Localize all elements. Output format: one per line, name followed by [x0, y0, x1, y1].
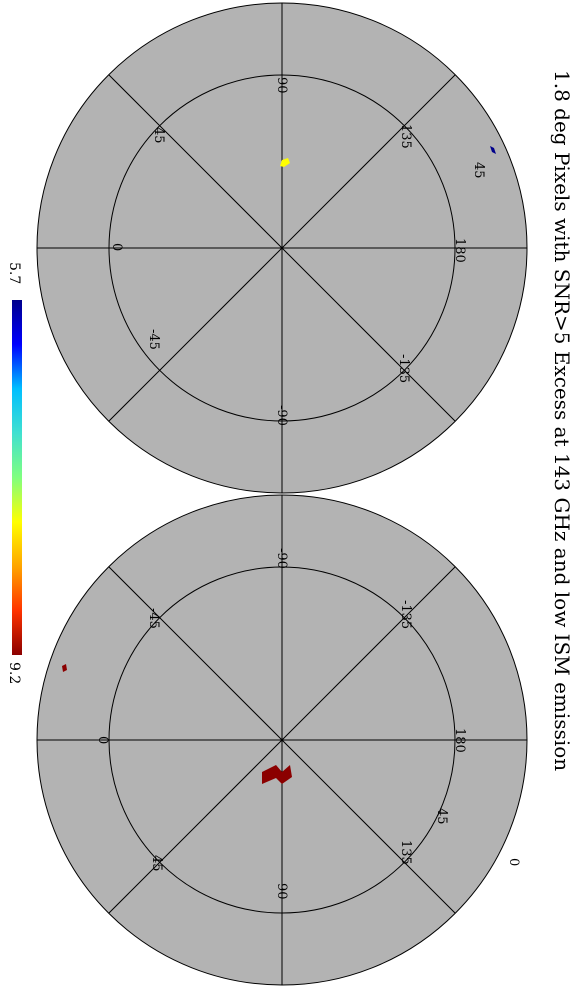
top-hemisphere: 45 180 0 90 -90 45 135 -45 -135: [36, 2, 528, 494]
top-label-lon-ll: -45: [146, 329, 161, 350]
colorbar: [12, 300, 22, 655]
bottom-label-lon-ur: -135: [398, 600, 413, 629]
bottom-label-lat45: 45: [434, 808, 449, 825]
top-label-lon-bottom: -90: [274, 405, 289, 426]
bottom-label-lon-lr: 135: [398, 840, 413, 865]
bottom-label-lon-top: -90: [274, 548, 289, 569]
bottom-label-outer-right: 0: [506, 858, 521, 866]
bottom-pixel-red-large: [262, 765, 292, 784]
top-label-lon-left: 0: [109, 243, 124, 251]
top-label-lon-lr: -135: [396, 354, 411, 383]
colorbar-max-label: 9.2: [6, 662, 22, 684]
bottom-label-lon-bottom: 90: [274, 883, 289, 900]
bottom-meridian-d2: [108, 566, 456, 914]
top-meridian-d2: [108, 74, 456, 422]
colorbar-min-label: 5.7: [6, 262, 22, 284]
top-pixel-blue: [490, 146, 496, 154]
bottom-label-lon-ul: -45: [146, 608, 161, 629]
top-pixel-yellow: [280, 158, 290, 167]
top-label-lon-ur: 135: [398, 124, 413, 149]
top-label-lon-top: 90: [274, 77, 289, 94]
bottom-label-lon-ll: 45: [149, 855, 164, 872]
bottom-pixel-red-small: [62, 664, 67, 672]
bottom-label-lon-left: 0: [95, 736, 110, 744]
top-label-lon-right: 180: [452, 238, 467, 263]
map-title: 1.8 deg Pixels with SNR>5 Excess at 143 …: [550, 70, 574, 771]
bottom-label-lon-right: 180: [452, 728, 467, 753]
bottom-hemisphere: -90 90 180 0 -45 -135 45 135 45 0: [36, 494, 528, 986]
top-label-lon-ul: 45: [151, 127, 166, 144]
top-label-lat45-upper: 45: [471, 162, 486, 179]
